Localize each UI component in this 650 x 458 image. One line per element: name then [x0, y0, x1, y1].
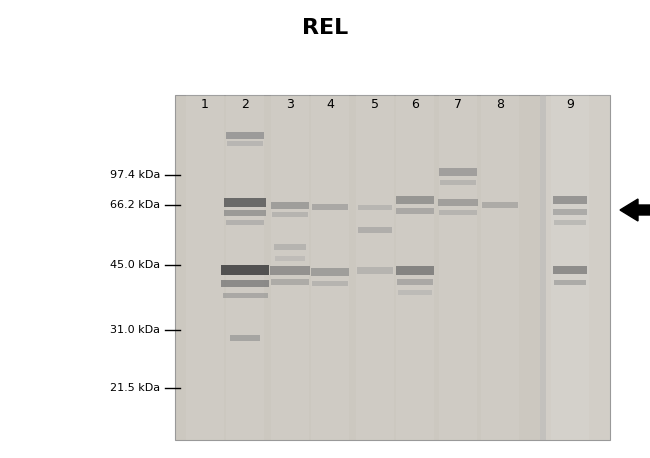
Text: 31.0 kDa: 31.0 kDa — [110, 325, 160, 335]
Bar — [270, 266, 310, 274]
Text: 1: 1 — [201, 98, 209, 111]
Bar — [357, 267, 393, 273]
Bar — [553, 266, 587, 274]
Text: 45.0 kDa: 45.0 kDa — [110, 260, 160, 270]
Bar — [272, 212, 308, 217]
Text: 9: 9 — [566, 98, 574, 111]
Bar — [221, 265, 269, 275]
Text: 4: 4 — [326, 98, 334, 111]
Bar — [224, 197, 266, 207]
Text: 6: 6 — [411, 98, 419, 111]
Bar — [396, 196, 434, 204]
Text: 5: 5 — [371, 98, 379, 111]
Bar — [396, 95, 434, 440]
Bar — [396, 266, 434, 274]
Text: 8: 8 — [496, 98, 504, 111]
Bar — [551, 95, 589, 440]
Bar — [397, 279, 433, 285]
Bar — [553, 209, 587, 215]
Bar — [312, 280, 348, 285]
Bar — [222, 293, 268, 298]
Bar — [554, 279, 586, 284]
Bar — [440, 180, 476, 185]
Bar — [358, 205, 392, 209]
Bar — [221, 279, 269, 287]
Bar — [275, 256, 305, 261]
Bar — [438, 198, 478, 206]
Bar — [226, 219, 264, 224]
Bar — [439, 168, 477, 176]
Bar — [271, 202, 309, 208]
Bar — [312, 204, 348, 210]
Bar — [356, 95, 394, 440]
Bar — [226, 131, 264, 138]
FancyArrow shape — [620, 199, 650, 221]
Text: 21.5 kDa: 21.5 kDa — [110, 383, 160, 393]
Bar — [271, 95, 309, 440]
Text: REL: REL — [302, 18, 348, 38]
Text: 7: 7 — [454, 98, 462, 111]
Bar — [271, 279, 309, 285]
Bar — [358, 227, 392, 233]
Bar — [398, 289, 432, 294]
Bar — [546, 95, 610, 440]
Bar — [482, 202, 518, 208]
Text: 2: 2 — [241, 98, 249, 111]
Bar — [230, 335, 260, 341]
Bar — [554, 219, 586, 224]
Bar — [186, 95, 224, 440]
Bar — [396, 208, 434, 214]
Bar — [311, 268, 349, 276]
Text: 3: 3 — [286, 98, 294, 111]
Bar — [481, 95, 519, 440]
Bar — [439, 209, 477, 214]
Bar — [274, 244, 306, 250]
Bar — [553, 196, 587, 204]
Bar — [226, 95, 264, 440]
Text: 66.2 kDa: 66.2 kDa — [110, 200, 160, 210]
Bar — [311, 95, 349, 440]
Text: 97.4 kDa: 97.4 kDa — [110, 170, 160, 180]
Bar — [224, 210, 266, 216]
Bar — [439, 95, 477, 440]
Bar — [175, 95, 610, 440]
Bar — [227, 141, 263, 146]
Bar — [540, 95, 546, 440]
